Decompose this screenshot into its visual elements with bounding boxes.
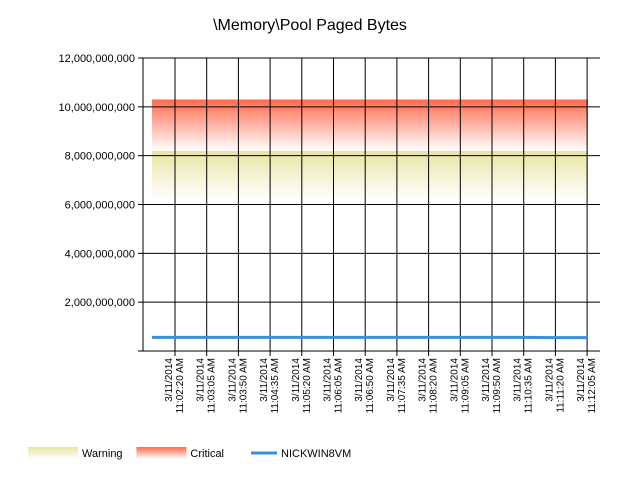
x-tick-label-date: 3/11/2014 — [291, 358, 302, 402]
x-tick-label-date: 3/11/2014 — [544, 358, 555, 402]
threshold-band-warning — [152, 151, 588, 200]
y-tick-label: 2,000,000,000 — [65, 297, 135, 309]
chart-title: \Memory\Pool Paged Bytes — [213, 17, 407, 34]
x-tick-label-time: 11:03:05 AM — [207, 358, 218, 413]
x-tick-label-date: 3/11/2014 — [481, 358, 492, 402]
x-tick-label-time: 11:09:05 AM — [460, 358, 471, 413]
legend-label-critical: Critical — [190, 448, 224, 460]
x-tick-label-date: 3/11/2014 — [227, 358, 238, 402]
legend-swatch-critical — [136, 447, 186, 459]
x-tick-label-time: 11:02:20 AM — [175, 358, 186, 413]
y-tick-label: 10,000,000,000 — [59, 102, 135, 114]
legend-label-nickwin8vm: NICKWIN8VM — [281, 448, 351, 460]
x-tick-label-date: 3/11/2014 — [576, 358, 587, 402]
y-tick-label: 4,000,000,000 — [65, 248, 135, 260]
x-tick-label-time: 11:09:50 AM — [492, 358, 503, 413]
legend: Warning Critical NICKWIN8VM — [28, 447, 351, 460]
x-tick-label-time: 11:08:20 AM — [429, 358, 440, 413]
x-tick-label-date: 3/11/2014 — [164, 358, 175, 402]
x-tick-label-time: 11:03:50 AM — [238, 358, 249, 413]
x-tick-label-date: 3/11/2014 — [354, 358, 365, 402]
legend-label-warning: Warning — [82, 448, 123, 460]
x-tick-label-date: 3/11/2014 — [386, 358, 397, 402]
x-tick-label-time: 11:10:35 AM — [524, 358, 535, 413]
legend-swatch-warning — [28, 447, 78, 459]
x-tick-label-time: 11:11:20 AM — [555, 358, 566, 413]
y-tick-label: 12,000,000,000 — [59, 53, 135, 65]
x-tick-label-date: 3/11/2014 — [513, 358, 524, 402]
x-tick-label-time: 11:06:05 AM — [334, 358, 345, 413]
x-tick-label-date: 3/11/2014 — [418, 358, 429, 402]
x-tick-label-date: 3/11/2014 — [323, 358, 334, 402]
x-tick-label-date: 3/11/2014 — [196, 358, 207, 402]
x-tick-label-time: 11:07:35 AM — [397, 358, 408, 413]
y-tick-label: 8,000,000,000 — [65, 151, 135, 163]
y-tick-label: 6,000,000,000 — [65, 200, 135, 212]
x-tick-label-time: 11:05:20 AM — [302, 358, 313, 413]
x-tick-label-date: 3/11/2014 — [449, 358, 460, 402]
x-tick-label-time: 11:06:50 AM — [365, 358, 376, 413]
x-tick-label-time: 11:12:05 AM — [587, 358, 598, 413]
x-tick-label-date: 3/11/2014 — [259, 358, 270, 402]
x-tick-label-time: 11:04:35 AM — [270, 358, 281, 413]
